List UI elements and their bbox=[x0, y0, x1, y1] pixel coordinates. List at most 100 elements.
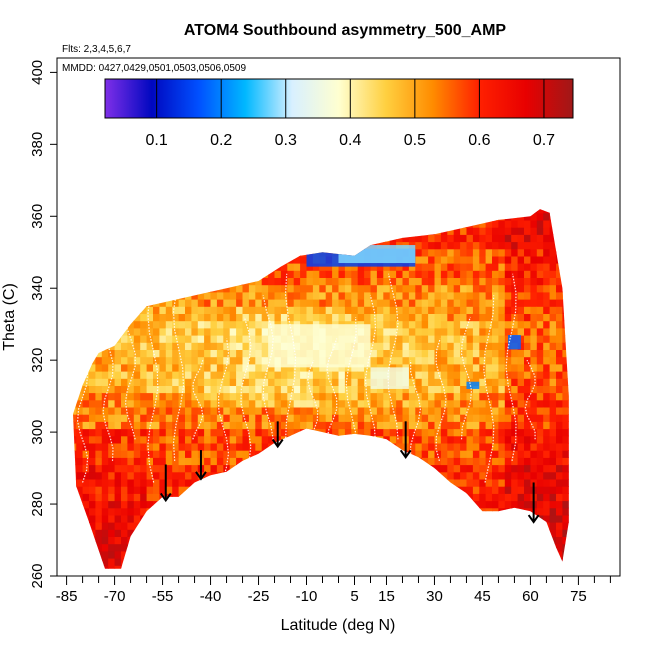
field-cell bbox=[114, 522, 122, 530]
field-cell bbox=[479, 514, 487, 523]
field-cell bbox=[114, 371, 122, 379]
field-cell bbox=[485, 442, 493, 451]
field-cell bbox=[127, 457, 135, 466]
field-cell bbox=[140, 392, 148, 401]
field-cell bbox=[376, 478, 384, 487]
field-cell bbox=[492, 227, 499, 235]
field-cell bbox=[453, 327, 461, 336]
field-cell bbox=[485, 514, 493, 523]
field-cell bbox=[300, 514, 308, 523]
field-cell bbox=[569, 335, 576, 343]
field-cell bbox=[549, 514, 557, 523]
field-cell bbox=[562, 371, 569, 379]
field-cell bbox=[517, 478, 525, 487]
field-cell bbox=[165, 327, 173, 336]
field-cell bbox=[153, 306, 160, 314]
field-cell bbox=[248, 565, 256, 569]
field-cell bbox=[153, 363, 160, 372]
field-cell bbox=[351, 299, 359, 307]
field-cell bbox=[159, 248, 167, 257]
field-cell bbox=[466, 299, 474, 307]
field-cell bbox=[357, 565, 365, 569]
field-cell bbox=[357, 500, 365, 509]
field-cell bbox=[396, 471, 404, 480]
field-cell bbox=[569, 249, 576, 257]
field-cell bbox=[108, 414, 116, 422]
field-cell bbox=[530, 363, 538, 372]
field-cell bbox=[504, 565, 512, 569]
field-cell bbox=[549, 385, 557, 394]
x-tick-label: 30 bbox=[426, 588, 443, 605]
field-cell bbox=[114, 464, 122, 473]
field-cell bbox=[344, 550, 352, 559]
field-cell bbox=[402, 464, 410, 473]
field-cell bbox=[338, 536, 346, 545]
field-cell bbox=[332, 277, 340, 286]
field-cell bbox=[376, 414, 384, 422]
field-cell bbox=[312, 212, 320, 221]
field-cell bbox=[376, 536, 384, 545]
field-cell bbox=[216, 507, 224, 516]
field-cell bbox=[466, 241, 474, 250]
field-cell bbox=[408, 313, 416, 322]
field-cell bbox=[108, 514, 116, 523]
field-cell bbox=[498, 406, 506, 415]
field-cell bbox=[191, 442, 199, 451]
field-cell bbox=[140, 529, 148, 537]
field-cell bbox=[511, 457, 519, 466]
field-cell bbox=[248, 363, 256, 372]
field-cell bbox=[121, 507, 128, 516]
field-cell bbox=[216, 457, 224, 466]
field-cell bbox=[440, 299, 448, 307]
field-cell bbox=[127, 371, 135, 379]
field-cell bbox=[536, 299, 544, 307]
field-cell bbox=[447, 378, 455, 386]
field-cell bbox=[434, 550, 442, 559]
field-cell bbox=[191, 209, 199, 214]
field-cell bbox=[274, 241, 282, 250]
field-cell bbox=[440, 371, 448, 379]
field-cell bbox=[146, 342, 154, 350]
field-cell bbox=[280, 277, 288, 286]
field-cell bbox=[351, 234, 359, 243]
field-cell bbox=[415, 493, 423, 502]
field-cell bbox=[185, 219, 192, 228]
field-cell bbox=[447, 306, 455, 314]
field-cell bbox=[268, 277, 276, 286]
field-cell bbox=[216, 227, 224, 235]
field-cell bbox=[248, 277, 256, 286]
field-cell bbox=[306, 263, 314, 271]
field-cell bbox=[236, 306, 244, 314]
field-cell bbox=[460, 471, 468, 480]
field-cell bbox=[562, 255, 569, 264]
field-cell bbox=[466, 442, 474, 451]
field-cell bbox=[383, 529, 391, 537]
field-cell bbox=[357, 493, 365, 502]
field-cell bbox=[73, 493, 77, 502]
field-cell bbox=[517, 385, 525, 394]
field-cell bbox=[517, 277, 525, 286]
field-cell bbox=[447, 284, 455, 293]
field-cell bbox=[344, 291, 352, 300]
field-cell bbox=[172, 342, 180, 350]
field-cell bbox=[504, 529, 512, 537]
field-cell bbox=[351, 500, 359, 509]
field-cell bbox=[434, 349, 442, 358]
field-cell bbox=[376, 385, 384, 394]
field-cell bbox=[364, 500, 372, 509]
flight-track bbox=[262, 295, 274, 440]
field-cell bbox=[165, 421, 173, 430]
field-cell bbox=[89, 550, 96, 559]
field-cell bbox=[556, 406, 563, 415]
field-cell bbox=[210, 363, 218, 372]
field-cell bbox=[268, 493, 276, 502]
field-cell bbox=[447, 493, 455, 502]
field-cell bbox=[274, 255, 282, 264]
field-cell bbox=[428, 399, 436, 408]
field-cell bbox=[312, 428, 320, 437]
field-cell bbox=[204, 406, 212, 415]
field-cell bbox=[402, 234, 410, 243]
field-cell bbox=[370, 500, 378, 509]
field-cell bbox=[210, 514, 218, 523]
field-cell bbox=[73, 270, 77, 278]
